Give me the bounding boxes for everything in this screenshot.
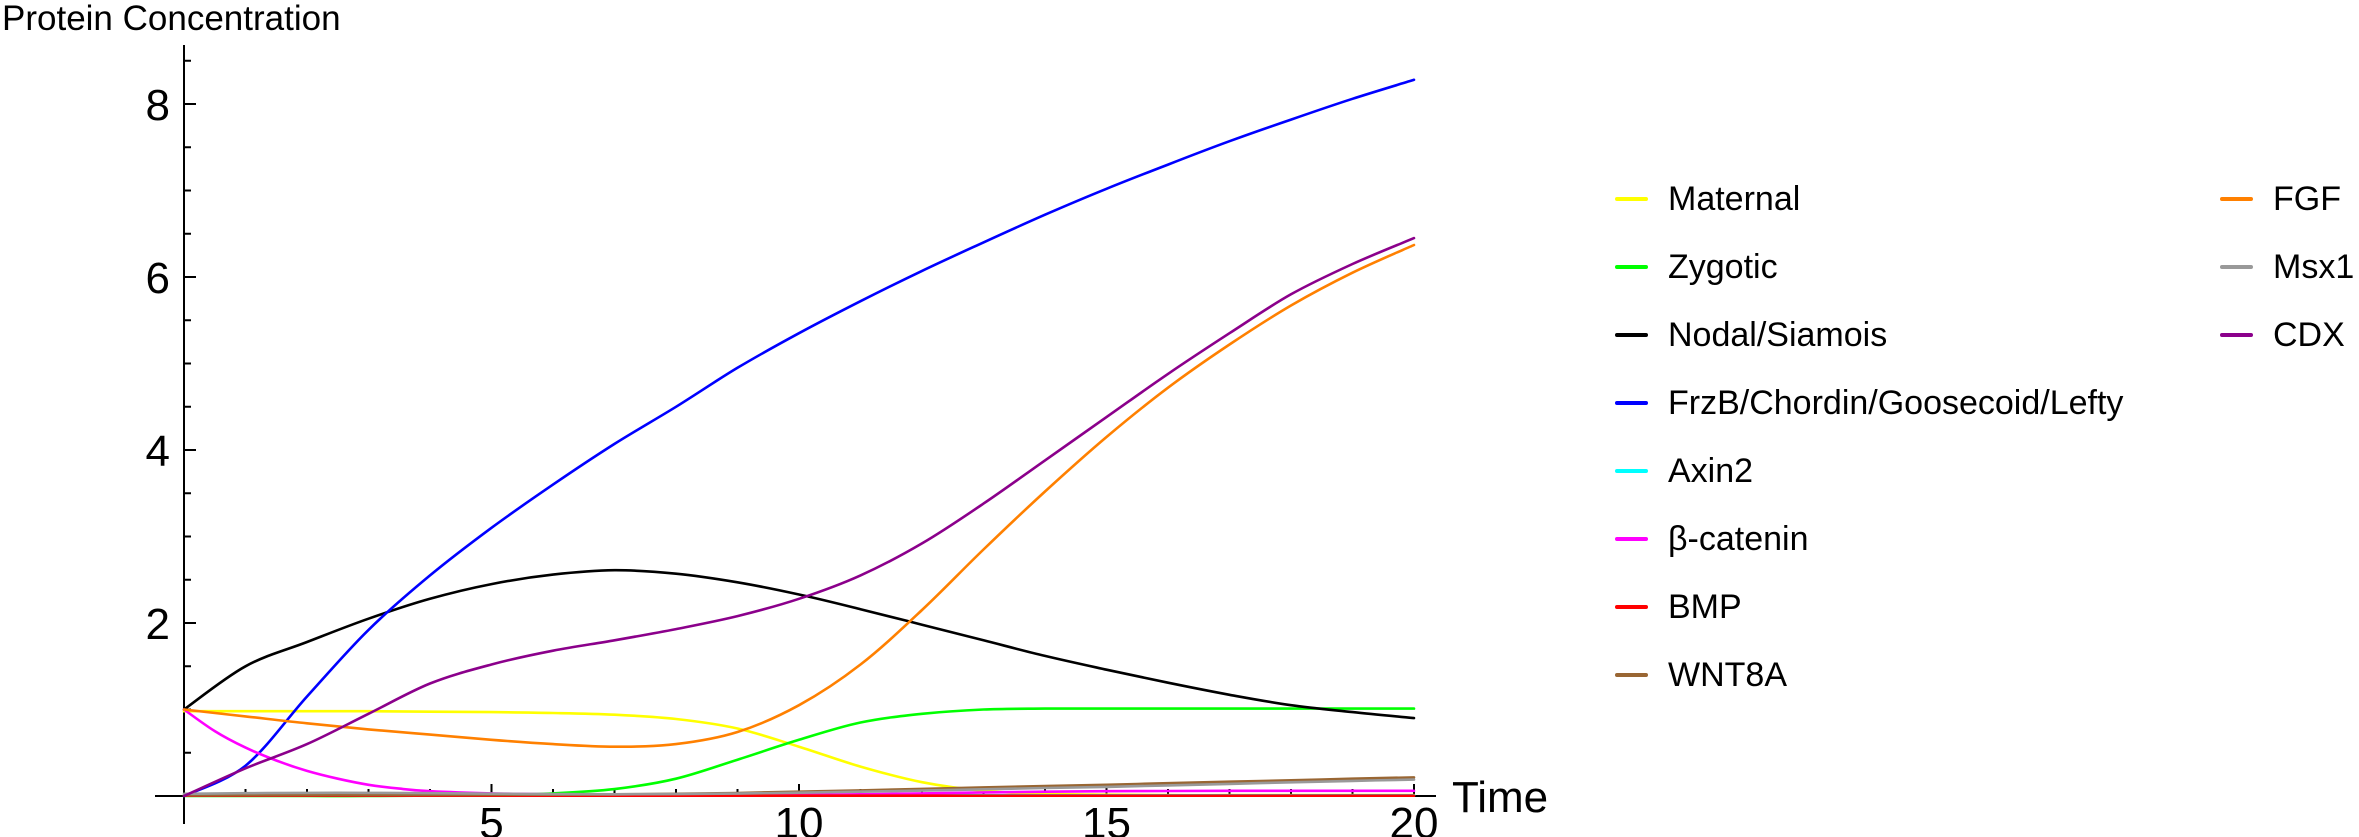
legend-swatch-line (1615, 265, 1648, 269)
legend-label: β-catenin (1668, 519, 1809, 558)
series-line-cdx (182, 236, 1416, 798)
series-line-nodal-siamois (182, 568, 1416, 720)
legend-swatch-line (1615, 673, 1648, 677)
legend-swatch-line (1615, 537, 1648, 541)
legend-column-2: FGF Msx1 CDX (2220, 165, 2354, 369)
legend-label: Axin2 (1668, 451, 1754, 490)
legend-label: FrzB/Chordin/Goosecoid/Lefty (1668, 383, 2124, 422)
legend-swatch-line (2220, 197, 2253, 201)
legend-item: FGF (2220, 165, 2354, 233)
legend-item: CDX (2220, 301, 2354, 369)
legend-swatch-line (1615, 333, 1648, 337)
y-tick-label: 8 (146, 81, 170, 130)
legend-swatch-line (1615, 605, 1648, 609)
series-line-frzb-chordin-goosecoid-lefty (182, 78, 1416, 798)
legend-swatch-line (1615, 197, 1648, 201)
y-tick-label: 2 (146, 600, 170, 649)
legend-item: Maternal (1615, 165, 2123, 233)
legend-item: BMP (1615, 573, 2123, 641)
legend-swatch-line (2220, 333, 2253, 337)
x-tick-label: 10 (775, 799, 824, 837)
series-line-fgf (182, 243, 1416, 748)
legend-label: Zygotic (1668, 247, 1778, 286)
legend-label: Maternal (1668, 179, 1801, 218)
legend-item: β-catenin (1615, 505, 2123, 573)
legend-item: Axin2 (1615, 437, 2123, 505)
x-axis-label: Time (1452, 773, 1549, 822)
y-tick-label: 6 (146, 254, 170, 303)
plot-title: Protein Concentration (2, 0, 341, 38)
legend-item: Zygotic (1615, 233, 2123, 301)
legend-label: Msx1 (2273, 247, 2355, 286)
legend-column-1: Maternal Zygotic Nodal/Siamois FrzB/Chordin… (1615, 165, 2123, 709)
legend-label: WNT8A (1668, 655, 1787, 694)
x-tick-label: 20 (1390, 799, 1439, 837)
legend-item: Msx1 (2220, 233, 2354, 301)
x-tick-label: 15 (1082, 799, 1131, 837)
series-line-msx1 (182, 778, 1416, 796)
legend-item: Nodal/Siamois (1615, 301, 2123, 369)
legend-label: Nodal/Siamois (1668, 315, 1888, 354)
legend-swatch-line (1615, 401, 1648, 405)
legend-swatch-line (2220, 265, 2253, 269)
legend-label: CDX (2273, 315, 2345, 354)
legend-label: BMP (1668, 587, 1742, 626)
legend-item: FrzB/Chordin/Goosecoid/Lefty (1615, 369, 2123, 437)
x-tick-label: 5 (479, 799, 503, 837)
legend-swatch-line (1615, 469, 1648, 473)
legend-label: FGF (2273, 179, 2341, 218)
y-tick-label: 4 (146, 427, 170, 476)
legend-item: WNT8A (1615, 641, 2123, 709)
